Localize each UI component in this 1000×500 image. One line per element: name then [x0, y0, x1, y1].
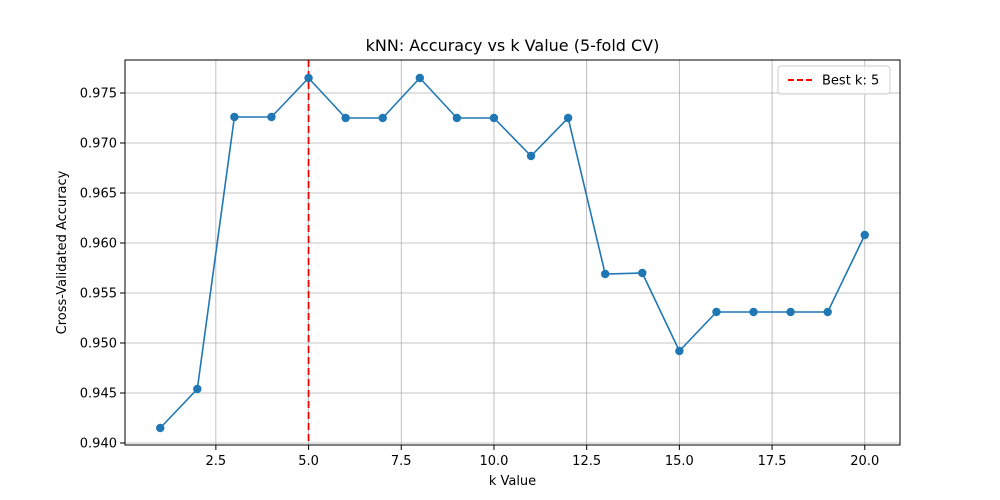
data-point: [749, 307, 758, 317]
x-axis-label: k Value: [489, 474, 536, 489]
data-point: [489, 113, 499, 123]
x-tick-label: 10.0: [479, 454, 508, 469]
x-tick-label: 15.0: [665, 454, 694, 469]
series-line-accuracy: [159, 76, 866, 429]
y-tick-label: 0.950: [80, 337, 117, 352]
data-point: [675, 346, 684, 356]
data-point: [267, 112, 276, 122]
data-point: [156, 423, 165, 433]
y-tick-label: 0.940: [80, 437, 117, 452]
data-point: [601, 269, 610, 279]
legend-label-best-k: Best k: 5: [822, 74, 879, 89]
x-tick-label: 5.0: [298, 454, 319, 469]
x-axis-ticks: 2.5 5.0 7.5 10.0 12.5 15.0 17.5 20.0: [206, 445, 879, 469]
data-point: [193, 384, 202, 394]
y-tick-label: 0.965: [80, 187, 117, 202]
data-point: [823, 307, 832, 317]
data-point: [452, 113, 462, 123]
y-tick-label: 0.960: [80, 237, 117, 252]
x-tick-label: 12.5: [572, 454, 601, 469]
y-tick-label: 0.970: [80, 137, 117, 152]
chart-title: kNN: Accuracy vs k Value (5-fold CV): [366, 36, 660, 55]
legend-box: [777, 65, 891, 95]
y-tick-label: 0.955: [80, 287, 117, 302]
data-point: [638, 268, 647, 278]
data-point: [712, 307, 721, 317]
x-tick-label: 2.5: [206, 454, 227, 469]
data-point: [526, 151, 536, 161]
data-point: [378, 113, 387, 123]
data-point: [786, 307, 795, 317]
legend: Best k: 5: [777, 65, 891, 95]
y-tick-label: 0.945: [80, 387, 117, 402]
data-point: [415, 73, 424, 83]
data-point: [230, 112, 239, 122]
grid-lines: [125, 60, 900, 445]
data-point: [304, 73, 313, 83]
x-tick-label: 7.5: [391, 454, 412, 469]
y-axis-label: Cross-Validated Accuracy: [55, 170, 70, 334]
plot-area-frame: [124, 59, 901, 446]
x-tick-label: 17.5: [758, 454, 787, 469]
y-tick-label: 0.975: [80, 87, 117, 102]
y-axis-ticks: 0.940 0.945 0.950 0.955 0.960 0.965 0.970 0.975: [80, 87, 125, 452]
data-point: [860, 230, 869, 240]
data-point: [563, 113, 573, 123]
x-tick-label: 20.0: [850, 454, 879, 469]
series-layer: [156, 73, 869, 433]
data-point: [341, 113, 350, 123]
